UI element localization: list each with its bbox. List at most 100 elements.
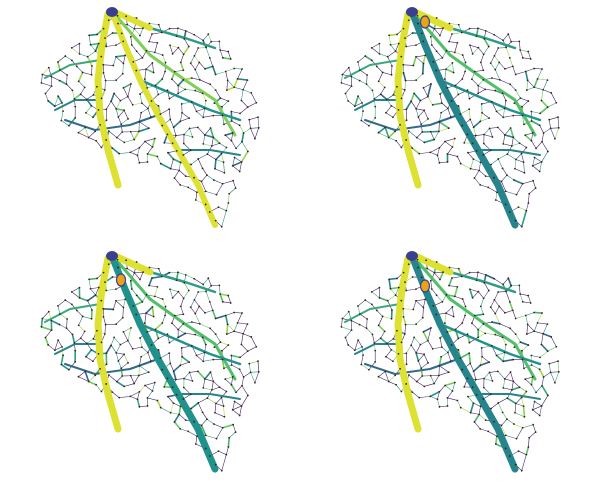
network-node [120,32,123,35]
network-node [510,144,513,147]
network-node [426,267,429,270]
vein-edge [225,134,232,141]
network-node [478,169,481,172]
vein-edge [413,92,422,102]
vein-edge [494,313,501,324]
vein-edge [522,359,525,369]
network-node [472,370,475,373]
network-node [120,123,123,126]
vein-edge [162,54,166,63]
network-node [359,313,361,315]
network-node [139,34,141,37]
network-node [184,29,187,32]
vein-edge [152,382,156,392]
vein-edge [173,127,177,136]
vein-edge [214,159,217,169]
vein-edge [202,352,205,362]
vein-edge [80,87,85,95]
network-node [502,283,504,286]
vein-edge [178,47,184,55]
vein-edge [434,272,441,280]
network-node [169,118,172,121]
vein-edge [231,364,240,370]
vein-edge [223,406,225,417]
vein-edge [156,400,162,409]
vein-edge [388,130,396,139]
vein-edge [85,356,94,362]
vein-edge [342,311,350,319]
network-node [518,40,521,43]
network-node [530,139,533,142]
vein-edge [502,378,506,388]
network-node [459,113,462,116]
vein-edge [139,161,148,164]
network-node [451,390,454,392]
vein-edge [473,413,480,423]
vein-edge [429,391,440,398]
vein-edge [249,360,259,364]
vein-edge [227,324,235,332]
vein-edge [462,71,466,80]
network-node [145,68,147,71]
vein-edge [197,370,206,380]
network-node [496,435,498,438]
vein-edge [202,277,209,285]
vein-edge [532,180,536,189]
vein-edge [416,108,425,111]
network-node [412,308,415,311]
network-node [521,105,523,108]
network-node [218,386,221,389]
network-node [397,286,400,289]
vein-edge [422,331,429,341]
network-node [85,355,87,358]
network-node [420,276,423,279]
network-node [202,386,205,389]
network-node [250,336,253,338]
vein-edge [211,386,220,391]
network-node [179,427,182,430]
vein-edge [525,378,532,385]
vein-edge [378,72,383,82]
network-node [67,368,70,371]
vein-edge [514,168,525,174]
network-node [471,78,473,81]
vein-edge [219,293,224,303]
vein-edge [449,285,458,288]
network-node [464,61,467,64]
vein-edge [113,93,121,101]
vein-edge [514,412,525,418]
vein-edge [223,162,225,173]
vein-edge [521,153,524,163]
network-node [194,443,197,445]
vein-edge [131,288,137,296]
network-node [90,317,93,320]
vein-edge [188,187,198,193]
network-node [127,361,129,364]
network-node [206,174,208,177]
network-node [102,72,105,74]
vein-edge [123,87,129,97]
network-node [129,279,132,282]
network-node [135,313,138,316]
network-node [438,161,441,164]
network-node [139,278,141,281]
vein-edge [495,306,500,314]
vein-edge [213,423,223,429]
network-node [156,41,159,44]
network-node [430,83,432,85]
network-node [221,300,224,303]
network-node [429,35,432,38]
network-node [79,337,82,340]
network-node [122,306,125,309]
vein-edge [543,89,552,94]
vein-edge [484,282,490,291]
network-node [60,363,63,366]
network-node [228,436,231,439]
vein-edge [354,340,359,351]
vein-edge [528,431,536,438]
vein-edge [447,352,452,362]
network-node [75,65,78,68]
vein-edge [371,47,380,55]
network-node [490,77,493,79]
vein-left-primary [394,254,422,433]
